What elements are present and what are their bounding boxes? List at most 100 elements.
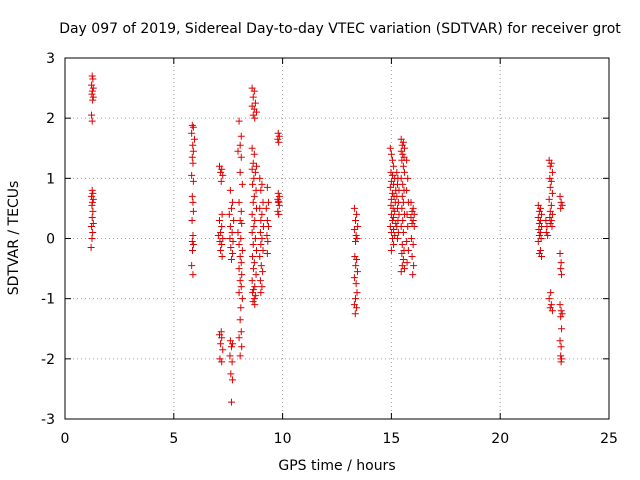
data-point (188, 192, 196, 200)
y-tick-label: -3 (41, 412, 55, 428)
data-point (257, 186, 265, 194)
data-point (351, 310, 359, 318)
data-point (235, 289, 243, 297)
data-point (387, 247, 395, 255)
data-point (556, 250, 564, 258)
data-point (236, 277, 244, 285)
data-point (189, 198, 197, 206)
data-point (409, 204, 417, 212)
data-point (536, 228, 544, 236)
data-point (189, 177, 197, 185)
data-point (226, 352, 234, 360)
data-point (229, 238, 237, 246)
data-point (546, 162, 554, 170)
y-tick-label: -2 (41, 352, 55, 368)
data-point (256, 204, 264, 212)
data-point (248, 144, 256, 152)
data-point (188, 129, 196, 137)
data-point (399, 162, 407, 170)
data-point (88, 81, 96, 89)
data-point (216, 238, 224, 246)
data-point (274, 189, 282, 197)
data-point (229, 198, 237, 206)
data-point (410, 210, 418, 218)
x-axis-label: GPS time / hours (278, 458, 395, 474)
y-axis-label: SDTVAR / TECUs (6, 181, 22, 296)
data-point (352, 262, 360, 270)
data-point (544, 231, 552, 239)
data-point (89, 84, 97, 92)
data-point (556, 301, 564, 309)
data-point (238, 295, 246, 303)
data-point (547, 177, 555, 185)
data-point (188, 153, 196, 161)
data-point (251, 301, 259, 309)
data-point (258, 210, 266, 218)
data-point (275, 210, 283, 218)
data-point (89, 93, 97, 101)
data-point (398, 192, 406, 200)
data-point (393, 235, 401, 242)
data-point (258, 283, 266, 291)
x-tick-label: 10 (274, 431, 292, 447)
data-point (548, 189, 556, 197)
data-point (217, 328, 225, 336)
data-point (188, 238, 196, 246)
data-point (351, 216, 359, 224)
data-point (557, 358, 565, 366)
data-point (237, 235, 245, 242)
data-point (387, 150, 395, 158)
data-point (88, 111, 96, 119)
data-point (227, 256, 235, 264)
data-point (89, 207, 97, 215)
data-point (256, 253, 264, 261)
data-point (353, 210, 361, 218)
x-tick-label: 0 (61, 431, 70, 447)
data-point (397, 268, 405, 276)
data-point (189, 123, 197, 131)
data-point (237, 259, 245, 267)
data-point (88, 235, 96, 242)
data-point (218, 210, 226, 218)
data-point (403, 210, 411, 218)
data-point (217, 340, 225, 348)
data-point (235, 198, 243, 206)
data-point (410, 222, 418, 230)
data-point (217, 177, 225, 185)
data-point (353, 235, 361, 242)
data-point (258, 180, 266, 188)
data-point (252, 271, 260, 279)
data-point (256, 277, 264, 285)
data-point (548, 307, 556, 315)
x-tick-label: 25 (600, 431, 618, 447)
data-point (89, 96, 97, 104)
data-point (546, 219, 554, 227)
data-point (237, 283, 245, 291)
data-point (226, 186, 234, 194)
data-point (353, 268, 361, 276)
data-point (275, 132, 283, 140)
data-point (352, 280, 360, 288)
data-point (227, 204, 235, 212)
data-point (189, 141, 197, 149)
data-point (399, 228, 407, 236)
data-point (403, 156, 411, 164)
data-point (88, 72, 96, 80)
data-point (189, 159, 197, 167)
data-point (403, 186, 411, 194)
data-point (227, 343, 235, 351)
data-point (249, 253, 257, 261)
data-point (189, 271, 197, 279)
data-point (227, 370, 235, 378)
data-point (262, 204, 270, 212)
data-point (217, 247, 225, 255)
data-point (545, 295, 553, 303)
data-point (251, 283, 259, 291)
data-point (235, 265, 243, 273)
data-point (535, 231, 543, 239)
data-point (259, 247, 267, 255)
data-point (234, 147, 242, 155)
data-point (249, 93, 257, 101)
data-point (249, 241, 257, 249)
data-point (397, 147, 405, 155)
